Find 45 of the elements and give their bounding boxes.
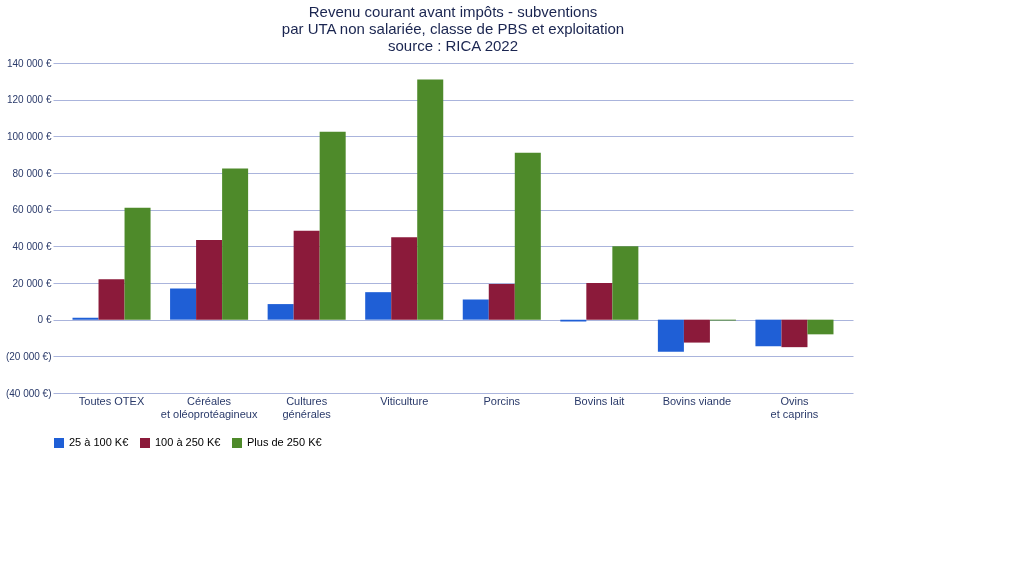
y-tick-label: 80 000 € bbox=[12, 167, 52, 179]
bar bbox=[612, 246, 639, 320]
bar bbox=[319, 131, 346, 320]
x-tick-label: Bovins viande bbox=[662, 394, 732, 407]
bar bbox=[124, 207, 151, 320]
y-tick-label: (40 000 €) bbox=[5, 387, 52, 399]
bar bbox=[781, 319, 808, 348]
x-tick-label: Ovins et caprins bbox=[770, 394, 819, 420]
bar bbox=[488, 283, 515, 320]
text: Revenu courant avant impôts - subventions bbox=[308, 3, 598, 20]
bar bbox=[657, 319, 684, 352]
x-tick-label: Cultures générales bbox=[282, 394, 332, 420]
x-tick-label: Céréales et oléoprotéagineux bbox=[160, 394, 258, 420]
bar bbox=[267, 304, 294, 320]
y-tick-label: 0 € bbox=[37, 314, 52, 326]
bar bbox=[365, 292, 392, 320]
y-tick-label: 60 000 € bbox=[12, 204, 52, 216]
bar bbox=[755, 319, 782, 347]
text: source : RICA 2022 bbox=[387, 37, 519, 54]
bar bbox=[462, 299, 489, 320]
bar bbox=[683, 319, 710, 343]
x-tick-label: Viticulture bbox=[380, 394, 429, 407]
bar bbox=[807, 319, 834, 335]
legend-label: Plus de 250 K€ bbox=[247, 436, 322, 448]
bar bbox=[196, 239, 223, 320]
y-tick-label: (20 000 €) bbox=[5, 350, 52, 362]
y-tick-label: 120 000 € bbox=[7, 94, 52, 106]
legend-label: 100 à 250 K€ bbox=[155, 436, 221, 448]
bar bbox=[170, 288, 197, 320]
bar bbox=[391, 237, 418, 320]
bar bbox=[222, 168, 249, 320]
y-tick-label: 100 000 € bbox=[7, 130, 52, 142]
x-tick-label: Porcins bbox=[483, 394, 521, 407]
bar bbox=[417, 79, 444, 320]
y-tick-label: 40 000 € bbox=[12, 240, 52, 252]
x-tick-label: Toutes OTEX bbox=[78, 394, 145, 407]
y-tick-label: 20 000 € bbox=[12, 277, 52, 289]
text: par UTA non salariée, classe de PBS et exploitation bbox=[281, 20, 625, 37]
y-tick-label: 140 000 € bbox=[7, 57, 52, 69]
bar bbox=[586, 283, 613, 320]
bar bbox=[514, 152, 541, 320]
bar bbox=[293, 230, 320, 320]
bar bbox=[98, 279, 125, 320]
x-tick-label: Bovins lait bbox=[574, 394, 625, 407]
legend-label: 25 à 100 K€ bbox=[69, 436, 129, 448]
